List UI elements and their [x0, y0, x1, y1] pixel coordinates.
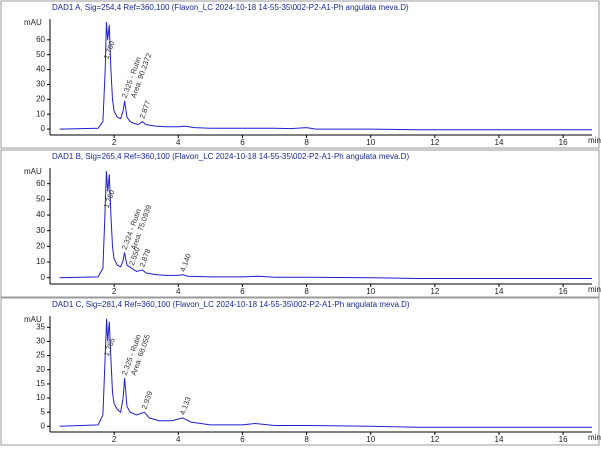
panel-frame — [0, 149, 600, 298]
x-tick-label: 4 — [176, 287, 181, 296]
x-tick-label: 14 — [495, 287, 504, 296]
y-tick-label: 50 — [36, 194, 45, 203]
panel-title: DAD1 B, Sig=265,4 Ref=360,100 (Flavon_LC… — [52, 152, 409, 161]
y-tick-label: 0 — [41, 273, 46, 282]
panel-title: DAD1 C, Sig=281,4 Ref=360,100 (Flavon_LC… — [52, 300, 410, 309]
y-tick-label: 30 — [36, 226, 45, 235]
x-axis-label: min — [588, 433, 601, 442]
y-axis-label: mAU — [24, 18, 42, 27]
x-tick-label: 2 — [112, 287, 117, 296]
y-tick-label: 30 — [36, 337, 45, 346]
y-tick-label: 30 — [36, 80, 45, 89]
x-tick-label: 12 — [430, 138, 439, 147]
y-tick-label: 40 — [36, 65, 45, 74]
x-tick-label: 16 — [559, 138, 568, 147]
signal-trace — [59, 318, 592, 428]
y-axis-label: mAU — [24, 315, 42, 324]
y-tick-label: 15 — [36, 379, 45, 388]
x-tick-label: 8 — [304, 287, 309, 296]
panel-title: DAD1 A, Sig=254,4 Ref=360,100 (Flavon_LC… — [52, 3, 409, 12]
panel-frame — [0, 0, 600, 149]
y-tick-label: 10 — [36, 393, 45, 402]
x-tick-label: 10 — [366, 435, 375, 444]
x-tick-label: 2 — [112, 138, 117, 147]
y-tick-label: 20 — [36, 241, 45, 250]
y-tick-label: 20 — [36, 365, 45, 374]
y-tick-label: 10 — [36, 109, 45, 118]
y-tick-label: 0 — [41, 124, 46, 133]
x-axis-label: min — [588, 285, 601, 294]
x-tick-label: 10 — [366, 138, 375, 147]
y-tick-label: 35 — [36, 322, 45, 331]
y-tick-label: 0 — [41, 421, 46, 430]
y-tick-label: 60 — [36, 179, 45, 188]
x-tick-label: 6 — [240, 138, 245, 147]
panel-frame — [0, 297, 600, 446]
y-tick-label: 10 — [36, 257, 45, 266]
signal-trace — [59, 21, 592, 131]
x-tick-label: 12 — [430, 287, 439, 296]
x-tick-label: 16 — [559, 287, 568, 296]
x-tick-label: 4 — [176, 138, 181, 147]
panel: DAD1 A, Sig=254,4 Ref=360,100 (Flavon_LC… — [0, 0, 601, 149]
x-tick-label: 2 — [112, 435, 117, 444]
y-axis-label: mAU — [24, 167, 42, 176]
x-tick-label: 14 — [495, 138, 504, 147]
x-tick-label: 8 — [304, 138, 309, 147]
y-tick-label: 50 — [36, 50, 45, 59]
x-tick-label: 12 — [430, 435, 439, 444]
y-tick-label: 20 — [36, 94, 45, 103]
x-tick-label: 16 — [559, 435, 568, 444]
y-tick-label: 25 — [36, 351, 45, 360]
panel: DAD1 B, Sig=265,4 Ref=360,100 (Flavon_LC… — [0, 149, 601, 298]
x-tick-label: 14 — [495, 435, 504, 444]
y-tick-label: 40 — [36, 210, 45, 219]
x-tick-label: 6 — [240, 435, 245, 444]
x-tick-label: 6 — [240, 287, 245, 296]
panel: DAD1 C, Sig=281,4 Ref=360,100 (Flavon_LC… — [0, 297, 601, 446]
y-tick-label: 60 — [36, 35, 45, 44]
x-axis-label: min — [588, 136, 601, 145]
x-tick-label: 8 — [304, 435, 309, 444]
signal-trace — [59, 171, 592, 279]
y-tick-label: 5 — [41, 407, 46, 416]
x-tick-label: 10 — [366, 287, 375, 296]
x-tick-label: 4 — [176, 435, 181, 444]
